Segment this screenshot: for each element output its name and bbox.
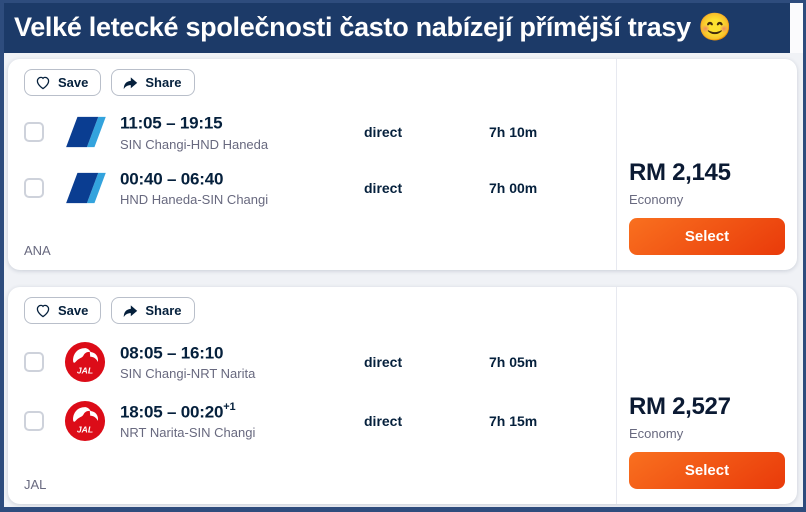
cabin-class: Economy: [629, 426, 684, 441]
select-button[interactable]: Select: [629, 218, 785, 255]
price-panel: RM 2,145 Economy Select: [616, 59, 797, 270]
flight-row-outbound: JAL 08:05 – 16:10 SIN Changi-NRT Narita …: [24, 341, 616, 383]
flight-times: 08:05 – 16:10: [120, 343, 224, 363]
flight-checkbox[interactable]: [24, 122, 44, 143]
flight-checkbox[interactable]: [24, 177, 44, 198]
flight-times: 18:05 – 00:20+1: [120, 400, 236, 422]
save-button[interactable]: Save: [24, 297, 102, 324]
flight-checkbox[interactable]: [24, 411, 44, 431]
heart-icon: [35, 303, 51, 319]
flight-stops: direct: [364, 413, 403, 429]
card-actions: Save Share: [24, 297, 616, 324]
ana-logo: [62, 115, 108, 149]
svg-text:JAL: JAL: [77, 424, 93, 434]
save-button[interactable]: Save: [24, 69, 102, 96]
flight-stops: direct: [364, 354, 403, 370]
share-button[interactable]: Share: [111, 69, 195, 96]
tip-banner-text: Velké letecké společnosti často nabízejí…: [14, 12, 732, 42]
flight-row-outbound: 11:05 – 19:15 SIN Changi-HND Haneda dire…: [24, 113, 616, 152]
flight-duration: 7h 00m: [489, 179, 538, 196]
flight-times: 00:40 – 06:40: [120, 169, 224, 189]
flight-row-return: 00:40 – 06:40 HND Haneda-SIN Changi dire…: [24, 169, 616, 208]
flight-route: HND Haneda-SIN Changi: [120, 192, 269, 208]
card-actions: Save Share: [24, 69, 616, 96]
airline-name: JAL: [24, 477, 47, 492]
svg-text:JAL: JAL: [77, 365, 93, 375]
flight-route: SIN Changi-HND Haneda: [120, 136, 269, 152]
tip-banner: Velké letecké společnosti často nabízejí…: [4, 3, 790, 53]
flight-times: 11:05 – 19:15: [120, 113, 223, 133]
flight-duration: 7h 15m: [489, 413, 538, 429]
share-button-label: Share: [145, 303, 182, 318]
flight-duration: 7h 10m: [489, 124, 538, 141]
flight-route: SIN Changi-NRT Narita: [120, 366, 256, 382]
flight-checkbox[interactable]: [24, 352, 44, 372]
price-value: RM 2,527: [629, 393, 731, 420]
flight-stops: direct: [364, 179, 403, 196]
save-button-label: Save: [58, 75, 89, 90]
flight-stops: direct: [364, 124, 403, 141]
price-panel: RM 2,527 Economy Select: [616, 287, 797, 504]
cabin-class: Economy: [629, 192, 684, 207]
jal-logo: JAL: [62, 341, 108, 383]
flight-duration: 7h 05m: [489, 354, 538, 370]
select-button[interactable]: Select: [629, 452, 785, 489]
flight-card-jal: Save Share: [8, 287, 797, 504]
flight-route: NRT Narita-SIN Changi: [120, 425, 256, 441]
flight-card-ana: Save Share: [8, 59, 797, 270]
flight-row-return: JAL 18:05 – 00:20+1 NRT Narita-SIN Chang…: [24, 400, 616, 442]
save-button-label: Save: [58, 303, 89, 318]
tip-banner-row: Velké letecké společnosti často nabízejí…: [4, 3, 803, 53]
jal-logo: JAL: [62, 400, 108, 442]
share-arrow-icon: [122, 303, 138, 319]
share-button[interactable]: Share: [111, 297, 195, 324]
share-arrow-icon: [122, 75, 138, 91]
airline-name: ANA: [24, 243, 51, 258]
ana-logo: [62, 171, 108, 205]
results-list: Save Share: [4, 53, 803, 507]
heart-icon: [35, 75, 51, 91]
share-button-label: Share: [145, 75, 182, 90]
price-value: RM 2,145: [629, 159, 731, 186]
